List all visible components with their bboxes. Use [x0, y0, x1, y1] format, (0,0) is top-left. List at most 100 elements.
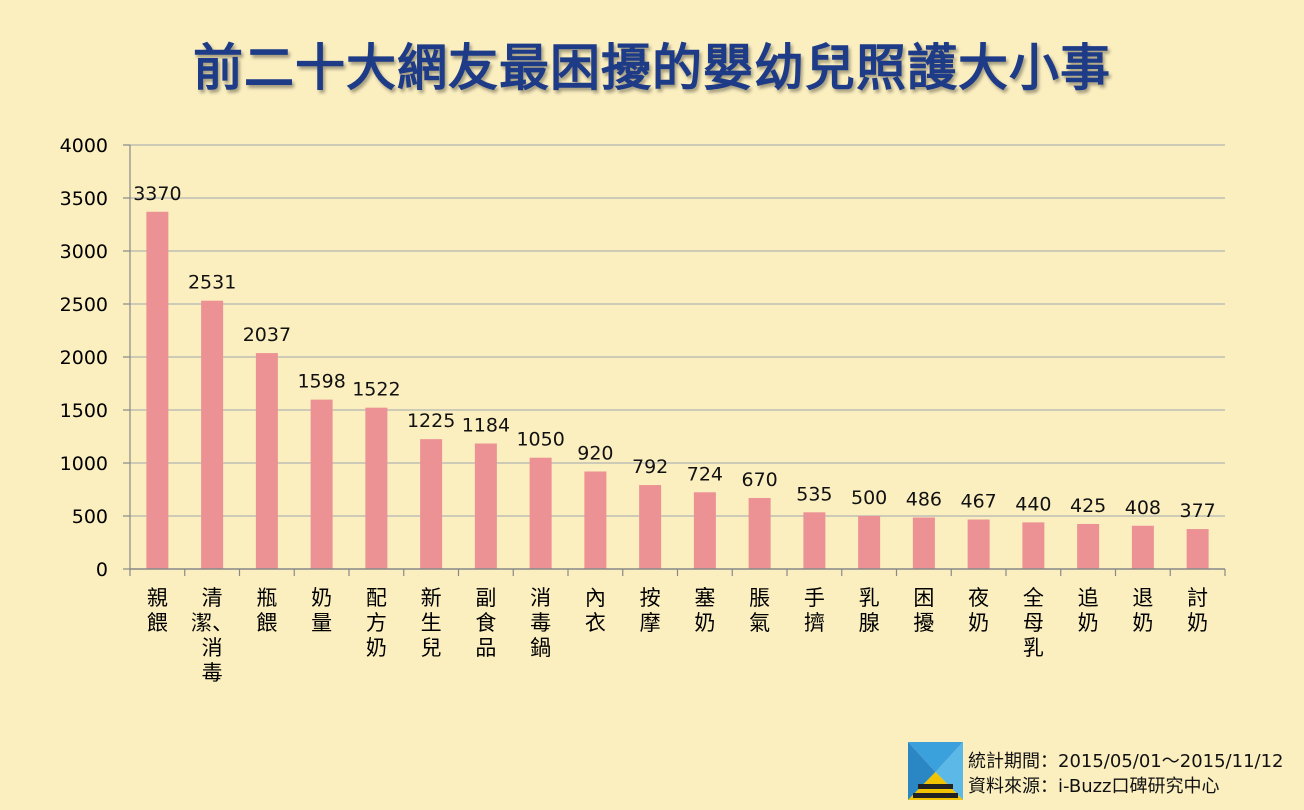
x-category-char: 討: [1187, 586, 1208, 610]
bar: [584, 471, 607, 569]
chart-title: 前二十大網友最困擾的嬰幼兒照護大小事: [193, 39, 1111, 97]
footer: 統計期間：2015/05/01～2015/11/12 資料來源：i-Buzz口碑…: [908, 742, 1298, 802]
x-category-char: 毒: [202, 661, 223, 685]
x-category-char: 奶: [1132, 611, 1153, 635]
y-tick-label: 2500: [60, 294, 108, 316]
x-category-label: 配方奶: [366, 586, 387, 660]
y-tick-label: 3000: [60, 241, 108, 263]
x-category-char: 擾: [913, 611, 934, 635]
x-category-char: 消: [202, 636, 223, 660]
data-label: 724: [687, 463, 723, 485]
x-category-char: 品: [475, 636, 496, 660]
x-category-char: 手: [804, 586, 825, 610]
data-label: 1522: [352, 379, 400, 401]
x-category-char: 乳: [1023, 636, 1044, 660]
data-label: 1184: [462, 414, 510, 436]
x-category-label: 全母乳: [1023, 586, 1044, 660]
x-category-char: 內: [585, 586, 606, 610]
x-category-char: 奶: [366, 636, 387, 660]
bar: [858, 516, 881, 569]
x-category-char: 毒: [530, 611, 551, 635]
x-axis: 親餵清潔、消毒瓶餵奶量配方奶新生兒副食品消毒鍋內衣按摩塞奶脹氣手擠乳腺困擾夜奶全…: [129, 568, 1226, 685]
y-tick-label: 1000: [60, 453, 108, 475]
x-category-char: 母: [1023, 611, 1044, 635]
bar: [310, 399, 333, 569]
bar: [146, 211, 169, 569]
x-category-char: 退: [1132, 586, 1153, 610]
bar: [639, 485, 662, 569]
x-category-label: 脹氣: [749, 586, 770, 635]
x-category-char: 乳: [859, 586, 880, 610]
x-category-char: 瓶: [256, 586, 277, 610]
x-category-char: 配: [366, 586, 387, 610]
x-category-label: 夜奶: [968, 586, 989, 635]
x-category-char: 困: [913, 586, 934, 610]
x-category-char: 量: [311, 611, 332, 635]
x-category-char: 清: [202, 586, 223, 610]
y-tick-label: 1500: [60, 400, 108, 422]
x-category-label: 困擾: [913, 586, 934, 635]
y-tick-label: 2000: [60, 347, 108, 369]
x-category-char: 氣: [749, 611, 770, 635]
y-axis: 0 500 1000 1500 2000 2500 3000 3500 4000: [60, 135, 131, 581]
data-label: 2037: [243, 324, 291, 346]
x-category-char: 追: [1078, 586, 1099, 610]
data-label: 467: [960, 490, 996, 512]
i-buzz-logo-icon: [908, 742, 963, 800]
x-category-char: 新: [421, 586, 442, 610]
x-category-char: 擠: [804, 611, 825, 635]
bar: [420, 439, 443, 569]
data-label: 670: [741, 469, 777, 491]
x-category-char: 鍋: [530, 636, 551, 660]
x-category-char: 奶: [968, 611, 989, 635]
x-category-label: 瓶餵: [256, 586, 277, 635]
data-label: 440: [1015, 493, 1051, 515]
x-category-char: 夜: [968, 586, 989, 610]
y-tick-label: 4000: [60, 135, 108, 157]
bar: [967, 519, 990, 569]
bar: [1077, 523, 1100, 569]
x-category-char: 副: [475, 586, 496, 610]
x-category-char: 奶: [1078, 611, 1099, 635]
x-category-label: 內衣: [585, 586, 606, 635]
data-label: 486: [906, 488, 942, 510]
x-category-char: 脹: [749, 586, 770, 610]
bar: [365, 407, 388, 569]
x-category-char: 潔、: [191, 611, 233, 635]
data-label: 1598: [297, 371, 345, 393]
bar: [201, 300, 224, 569]
bar: [529, 457, 552, 569]
data-label: 500: [851, 487, 887, 509]
bars: [146, 211, 1209, 569]
data-label: 2531: [188, 272, 236, 294]
data-label: 377: [1179, 500, 1215, 522]
grid-lines: [130, 144, 1225, 517]
x-category-label: 退奶: [1132, 586, 1153, 635]
bar: [255, 353, 278, 569]
bar: [912, 517, 935, 569]
x-category-char: 腺: [859, 611, 880, 635]
x-category-label: 新生兒: [421, 586, 442, 660]
x-category-char: 摩: [640, 611, 661, 635]
x-category-label: 按摩: [640, 586, 661, 635]
x-category-char: 按: [640, 586, 661, 610]
x-category-label: 副食品: [475, 586, 496, 660]
x-category-char: 奶: [311, 586, 332, 610]
data-label: 920: [577, 442, 613, 464]
bar: [803, 512, 826, 569]
x-category-label: 清潔、消毒: [191, 586, 233, 685]
data-label: 1050: [516, 429, 564, 451]
x-category-label: 乳腺: [859, 586, 880, 635]
bar: [1131, 525, 1154, 569]
y-tick-label: 0: [96, 559, 108, 581]
x-category-label: 消毒鍋: [530, 586, 551, 660]
y-tick-label: 3500: [60, 188, 108, 210]
x-category-char: 親: [147, 586, 168, 610]
footer-source: 資料來源：i-Buzz口碑研究中心: [968, 776, 1220, 797]
data-label: 1225: [407, 410, 455, 432]
bar: [1022, 522, 1045, 569]
data-label: 3370: [133, 183, 181, 205]
x-category-char: 全: [1023, 586, 1044, 610]
data-label: 792: [632, 456, 668, 478]
